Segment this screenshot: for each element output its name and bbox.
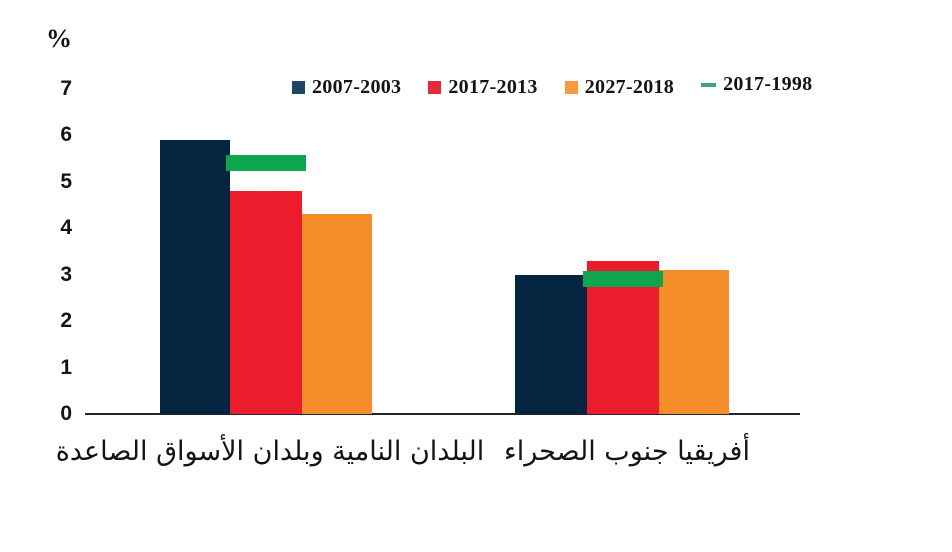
y-tick-1: 1 — [60, 355, 72, 379]
legend: 2007-2003 2017-2013 2027-2018 2017-1998 — [292, 73, 813, 99]
y-tick-2: 2 — [60, 309, 72, 332]
legend-label-0: 2007-2003 — [312, 76, 402, 98]
x-axis-line — [85, 413, 800, 415]
legend-label-3: 2017-1998 — [723, 73, 813, 95]
legend-dash-icon-3 — [701, 82, 717, 87]
y-tick-5: 5 — [60, 169, 72, 193]
y-axis-unit-label: % — [46, 24, 72, 53]
y-tick-3: 3 — [60, 262, 72, 286]
bar-group0-series1 — [230, 190, 302, 414]
legend-square-icon-1 — [428, 81, 442, 94]
bar-group1-series0 — [515, 274, 587, 414]
category-label-0: البلدان النامية وبلدان الأسواق الصاعدة — [55, 436, 485, 467]
category-label-1: أفريقيا جنوب الصحراء — [504, 436, 750, 467]
legend-square-icon-2 — [564, 81, 578, 94]
legend-square-icon-0 — [292, 81, 305, 94]
bar-group0-series0 — [160, 139, 230, 414]
y-tick-0: 0 — [60, 402, 72, 425]
range-marker-group0 — [226, 154, 306, 171]
legend-label-2: 2027-2018 — [584, 76, 675, 98]
bar-group1-series2 — [659, 269, 729, 414]
bar-group0-series2 — [302, 214, 372, 414]
y-tick-7: 7 — [60, 76, 72, 100]
y-tick-4: 4 — [60, 216, 72, 239]
legend-label-1: 2017-2013 — [448, 76, 538, 98]
y-tick-6: 6 — [60, 123, 72, 146]
legend-item-2: 2027-2018 — [564, 76, 675, 99]
range-marker-group1 — [583, 271, 663, 288]
legend-item-0: 2007-2003 — [292, 76, 401, 99]
legend-item-1: 2017-2013 — [428, 76, 537, 99]
legend-item-3: 2017-1998 — [701, 73, 812, 96]
